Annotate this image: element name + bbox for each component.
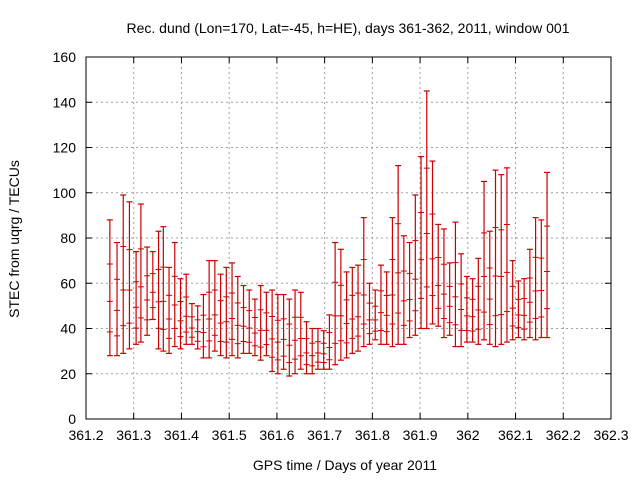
x-tick-label: 362 — [456, 427, 480, 443]
y-tick-label: 100 — [53, 185, 77, 201]
x-axis-label: GPS time / Days of year 2011 — [253, 457, 437, 473]
y-tick-label: 0 — [68, 411, 76, 427]
y-tick-label: 40 — [60, 321, 76, 337]
data-series — [106, 90, 551, 377]
y-tick-label: 160 — [53, 49, 77, 65]
x-tick-label: 361.5 — [212, 427, 247, 443]
x-tick-label: 362.3 — [593, 427, 628, 443]
x-tick-label: 361.4 — [164, 427, 199, 443]
x-tick-label: 361.7 — [307, 427, 342, 443]
y-tick-label: 20 — [60, 366, 76, 382]
y-tick-label: 80 — [60, 230, 76, 246]
x-tick-label: 361.2 — [68, 427, 103, 443]
y-tick-label: 60 — [60, 275, 76, 291]
chart-title: Rec. dund (Lon=170, Lat=-45, h=HE), days… — [127, 20, 570, 36]
x-tick-label: 362.1 — [498, 427, 533, 443]
axis-ticks: 361.2 361.3 361.4 361.5 361.6 361.7 361.8 361.9… — [53, 49, 629, 443]
x-tick-label: 361.9 — [403, 427, 438, 443]
x-tick-label: 362.2 — [546, 427, 581, 443]
x-tick-label: 361.8 — [355, 427, 390, 443]
grid-lines — [86, 57, 611, 419]
y-tick-label: 140 — [53, 94, 77, 110]
y-tick-label: 120 — [53, 140, 77, 156]
y-axis-label: STEC from uqrg / TECUs — [6, 160, 22, 318]
x-tick-label: 361.6 — [259, 427, 294, 443]
plot-frame — [85, 56, 612, 420]
x-tick-label: 361.3 — [116, 427, 151, 443]
